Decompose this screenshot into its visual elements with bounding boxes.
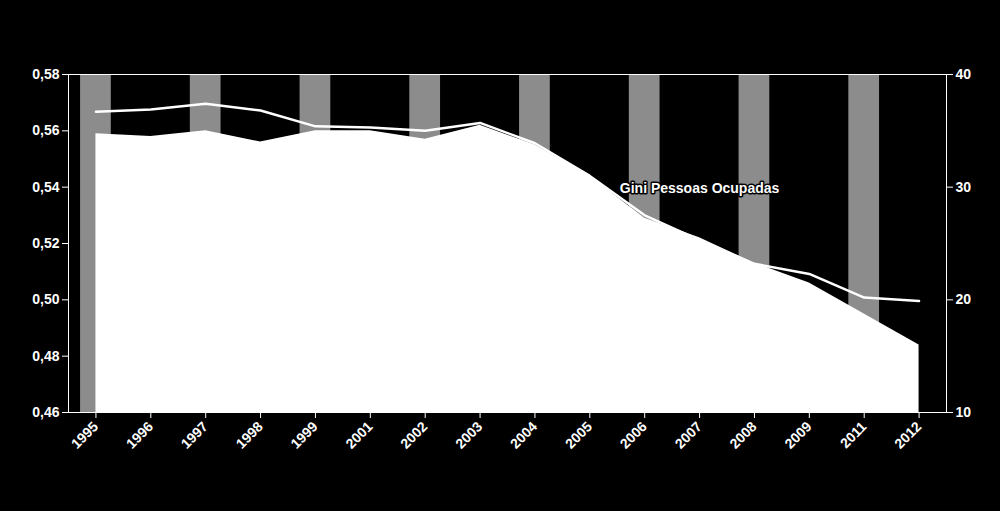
svg-text:2001: 2001 <box>342 418 375 451</box>
svg-text:Gini Pessoas Ocupadas: Gini Pessoas Ocupadas <box>620 180 780 196</box>
svg-text:2003: 2003 <box>452 418 485 451</box>
svg-text:0,54: 0,54 <box>32 179 59 195</box>
svg-text:2011: 2011 <box>837 418 870 451</box>
svg-text:1997: 1997 <box>178 418 211 451</box>
svg-text:0,46: 0,46 <box>32 404 59 420</box>
svg-text:0,52: 0,52 <box>32 235 59 251</box>
svg-text:30: 30 <box>956 179 972 195</box>
svg-text:0,58: 0,58 <box>32 66 59 82</box>
svg-text:2008: 2008 <box>726 418 759 451</box>
svg-text:2007: 2007 <box>672 418 705 451</box>
svg-text:2004: 2004 <box>507 418 540 451</box>
svg-text:2009: 2009 <box>781 418 814 451</box>
svg-text:2012: 2012 <box>891 418 924 451</box>
svg-text:0,50: 0,50 <box>32 291 59 307</box>
svg-text:1998: 1998 <box>233 418 266 451</box>
svg-text:2006: 2006 <box>617 418 650 451</box>
svg-text:2005: 2005 <box>562 418 595 451</box>
svg-text:0,48: 0,48 <box>32 348 59 364</box>
svg-text:10: 10 <box>956 404 972 420</box>
svg-text:1995: 1995 <box>68 418 101 451</box>
svg-text:1999: 1999 <box>287 418 320 451</box>
svg-text:40: 40 <box>956 66 972 82</box>
svg-text:2002: 2002 <box>397 418 430 451</box>
svg-text:20: 20 <box>956 291 972 307</box>
svg-text:1996: 1996 <box>123 418 156 451</box>
svg-text:0,56: 0,56 <box>32 122 59 138</box>
